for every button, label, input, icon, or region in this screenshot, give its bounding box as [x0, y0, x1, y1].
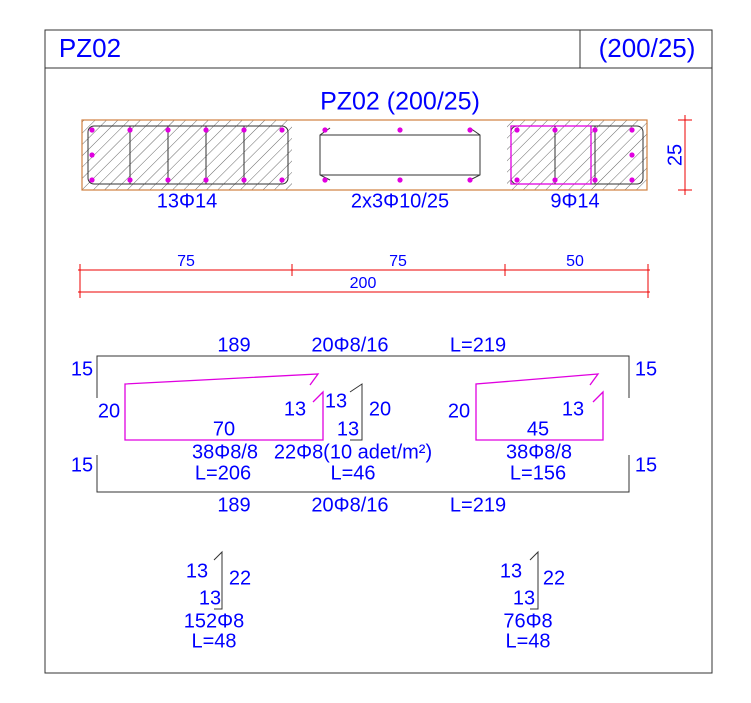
rebar — [467, 127, 473, 133]
bar-hook: 13 — [513, 587, 535, 609]
rebar — [552, 177, 558, 183]
rebar — [165, 127, 171, 133]
bar-total: L=206 — [195, 462, 251, 484]
bar-height: 22 — [543, 567, 565, 589]
rebar — [322, 177, 328, 183]
bar-height: 20 — [369, 398, 391, 420]
rebar — [397, 177, 403, 183]
rebar — [592, 127, 598, 133]
header-title: PZ02 — [59, 33, 121, 63]
rebar — [279, 127, 285, 133]
bar-total: L=48 — [505, 630, 550, 652]
stirrup — [87, 125, 289, 185]
frame — [44, 29, 713, 674]
bar-width: 45 — [527, 418, 549, 440]
section-title: PZ02 (200/25) — [320, 88, 480, 116]
rebars — [89, 127, 635, 183]
tie-bar — [349, 383, 363, 441]
bar-spec: 20Φ8/16 — [311, 494, 388, 516]
rebar — [89, 177, 95, 183]
bar-hook: 13 — [337, 418, 359, 440]
rebar — [629, 127, 635, 133]
section-label: 13Φ14 — [157, 190, 217, 212]
bar-spec: 22Φ8(10 adet/m²) — [274, 441, 432, 463]
hatch-zone — [82, 120, 292, 190]
dimension-label: 75 — [389, 253, 407, 270]
bar-hook: 13 — [186, 560, 208, 582]
rebar — [397, 127, 403, 133]
bar-width: 70 — [213, 418, 235, 440]
bar-spec: 38Φ8/8 — [192, 441, 258, 463]
hook — [319, 127, 331, 181]
rebar — [241, 127, 247, 133]
bar-leg: 15 — [635, 358, 657, 380]
bar-hook: 13 — [284, 398, 306, 420]
hatch-zone — [507, 120, 647, 190]
rebar — [467, 177, 473, 183]
section-label: 9Φ14 — [550, 190, 599, 212]
header-size: (200/25) — [599, 33, 696, 63]
section-label: 2x3Φ10/25 — [351, 190, 449, 212]
hook — [469, 127, 481, 181]
bar-spec: 76Φ8 — [503, 610, 552, 632]
bar-total: L=219 — [450, 494, 506, 516]
dimension-label: 75 — [177, 253, 195, 270]
top-bar — [96, 355, 630, 398]
rebar — [514, 127, 520, 133]
bar-height: 20 — [98, 400, 120, 422]
rebar — [322, 127, 328, 133]
rebar — [629, 152, 635, 158]
rebar — [127, 127, 133, 133]
hook-bar — [213, 550, 223, 610]
bar-hook: 13 — [199, 587, 221, 609]
rebar — [89, 127, 95, 133]
bar-total: L=46 — [330, 462, 375, 484]
stirrup — [510, 125, 592, 185]
rebar — [241, 177, 247, 183]
bar-total: L=48 — [191, 630, 236, 652]
thickness-label: 25 — [664, 144, 686, 166]
bar-height: 20 — [448, 400, 470, 422]
rebar — [203, 177, 209, 183]
bar-hook: 13 — [562, 398, 584, 420]
rebar — [127, 177, 133, 183]
bar-leg: 15 — [71, 454, 93, 476]
bar-total: L=219 — [450, 334, 506, 356]
hook-bar — [529, 550, 539, 610]
bar-leg: 15 — [635, 454, 657, 476]
rebar — [552, 127, 558, 133]
bar-spec: 152Φ8 — [184, 610, 244, 632]
rebar — [203, 127, 209, 133]
bar-spec: 38Φ8/8 — [506, 441, 572, 463]
stirrup-left — [124, 373, 324, 441]
bar-total: L=156 — [510, 462, 566, 484]
bar-height: 22 — [229, 567, 251, 589]
bar-hook: 13 — [325, 390, 347, 412]
bar-hook: 13 — [500, 560, 522, 582]
rebar — [89, 152, 95, 158]
wall-outline — [81, 119, 648, 191]
bar-spec: 20Φ8/16 — [311, 334, 388, 356]
bar-length: 189 — [217, 334, 250, 356]
dimension-label: 200 — [350, 275, 377, 292]
rebar — [514, 177, 520, 183]
dimension-label: 50 — [566, 253, 584, 270]
bottom-bar — [96, 455, 630, 493]
rebar — [629, 177, 635, 183]
rebar — [592, 177, 598, 183]
bar-length: 189 — [217, 494, 250, 516]
rebar — [279, 177, 285, 183]
rebar — [165, 177, 171, 183]
stirrup-right — [475, 373, 604, 441]
bar-leg: 15 — [71, 358, 93, 380]
